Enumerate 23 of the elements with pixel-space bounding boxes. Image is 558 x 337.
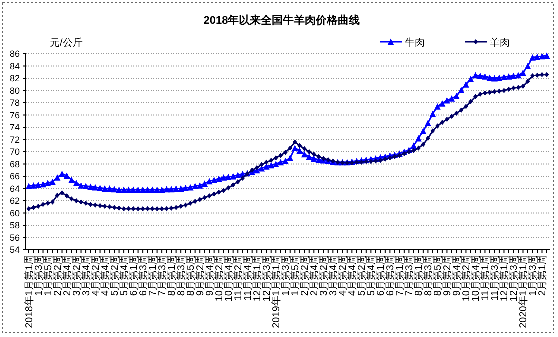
x-tick-label: 2月第1周 — [536, 255, 549, 296]
y-tick-label: 70 — [10, 147, 20, 157]
y-tick-label: 80 — [10, 86, 20, 96]
y-tick-label: 82 — [10, 74, 20, 84]
y-tick-label: 54 — [10, 245, 20, 255]
y-tick-label: 66 — [10, 172, 20, 182]
chart-title: 2018年以来全国牛羊肉价格曲线 — [204, 14, 360, 27]
y-tick-label: 68 — [10, 159, 20, 170]
y-tick-label: 74 — [10, 122, 20, 132]
y-tick-label: 58 — [10, 220, 20, 230]
y-tick-label: 64 — [10, 184, 20, 194]
y-tick-label: 72 — [10, 134, 20, 145]
y-tick-label: 56 — [10, 232, 20, 243]
y-tick-label: 76 — [10, 110, 20, 120]
y-tick-label: 62 — [10, 196, 20, 206]
legend-label: 牛肉 — [405, 37, 425, 49]
x-tick-label: 2018年1月第1周 — [24, 255, 36, 328]
y-axis-title: 元/公斤 — [50, 37, 83, 49]
y-tick-label: 60 — [10, 208, 20, 218]
y-tick-label: 84 — [10, 61, 20, 72]
y-tick-label: 86 — [10, 49, 20, 59]
legend-label: 羊肉 — [490, 37, 510, 49]
y-tick-label: 78 — [10, 98, 20, 108]
